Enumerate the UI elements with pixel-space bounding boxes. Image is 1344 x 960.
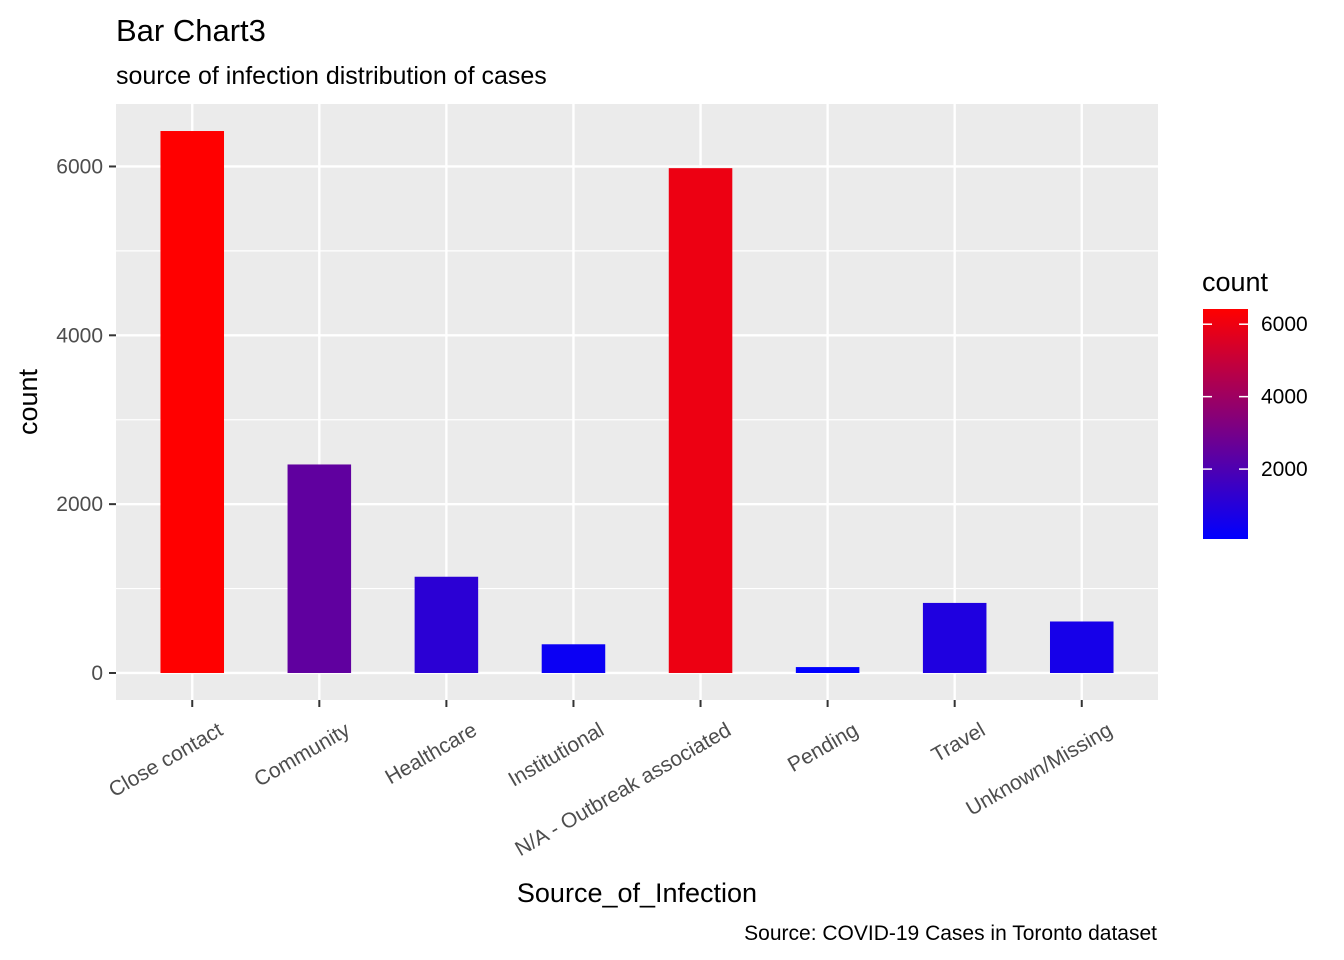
bar: [287, 464, 352, 673]
chart-title: Bar Chart3: [116, 13, 266, 48]
x-tick-label: N/A - Outbreak associated: [511, 718, 735, 860]
bar: [414, 576, 479, 673]
bar: [795, 667, 860, 673]
y-tick-label: 2000: [56, 493, 103, 516]
bar: [160, 131, 225, 673]
legend-tick-label: 4000: [1261, 386, 1308, 409]
legend-title: count: [1202, 267, 1269, 297]
y-tick-label: 6000: [56, 155, 103, 178]
x-tick-label: Close contact: [105, 718, 227, 802]
plot-panel: [116, 104, 1158, 700]
bar: [922, 602, 987, 673]
legend-tick-label: 2000: [1261, 458, 1308, 481]
legend: count 2000 4000 6000: [1202, 267, 1308, 539]
x-tick-label: Pending: [784, 718, 862, 776]
bar: [668, 168, 733, 673]
y-tick-label: 0: [91, 662, 103, 685]
legend-colorbar: [1203, 309, 1248, 539]
y-axis: 0 2000 4000 6000: [56, 155, 116, 685]
chart-caption: Source: COVID-19 Cases in Toronto datase…: [744, 922, 1157, 945]
y-axis-title: count: [13, 368, 43, 435]
bar: [541, 644, 606, 673]
x-tick-label: Travel: [928, 718, 989, 767]
y-tick-label: 4000: [56, 324, 103, 347]
bars: [160, 131, 1114, 673]
x-axis: Close contact Community Healthcare Institut…: [105, 700, 1116, 861]
legend-tick-label: 6000: [1261, 313, 1308, 336]
x-axis-title: Source_of_Infection: [517, 878, 757, 908]
bar: [1049, 621, 1114, 673]
x-tick-label: Institutional: [504, 718, 608, 791]
x-tick-label: Healthcare: [381, 718, 480, 789]
chart-subtitle: source of infection distribution of case…: [116, 62, 547, 90]
x-tick-label: Community: [250, 718, 354, 791]
